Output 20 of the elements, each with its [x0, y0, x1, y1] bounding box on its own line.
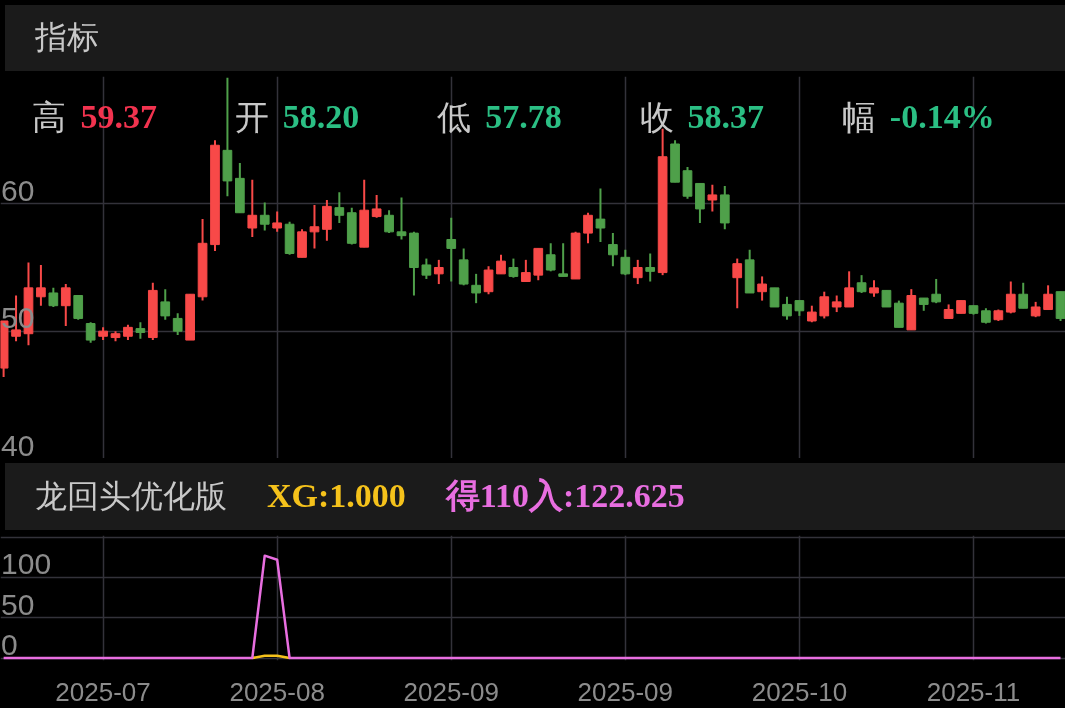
chart-title: 龙回头优化版	[35, 478, 227, 515]
y-tick-label: 60	[1, 173, 35, 207]
x-tick-label: 2025-08	[229, 676, 325, 707]
annotation: 开 58.20	[234, 97, 360, 136]
text: XG:1.000	[267, 477, 406, 515]
annotation: 低 57.78	[437, 97, 562, 136]
text: 得110入:122.625	[445, 477, 685, 515]
chart-title: 指标	[35, 19, 99, 56]
x-tick-label: 2025-09	[403, 676, 499, 707]
x-tick-label: 2025-09	[577, 676, 674, 707]
y-tick-label: 50	[1, 587, 35, 621]
y-tick-label: 40	[1, 428, 35, 462]
y-tick-label: 100	[1, 547, 52, 581]
x-tick-label: 2025-11	[926, 676, 1021, 707]
annotation: 收 58.37	[639, 97, 764, 136]
annotation: 幅 -0.14%	[841, 97, 995, 136]
x-tick-label: 2025-10	[751, 676, 848, 707]
y-tick-label: 0	[1, 628, 18, 662]
annotation: 高 59.37	[32, 97, 157, 136]
x-tick-label: 2025-07	[55, 676, 151, 707]
